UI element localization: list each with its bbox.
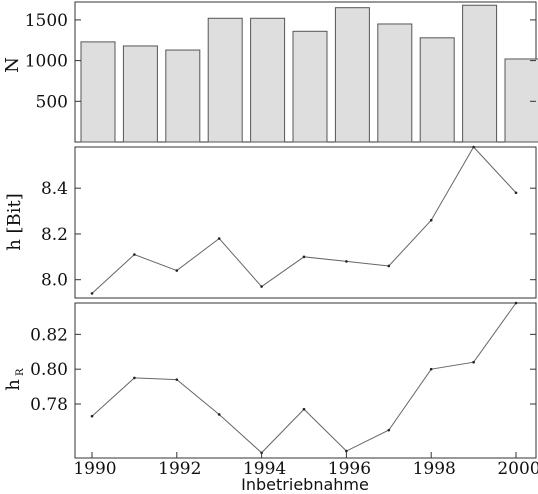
bar xyxy=(334,7,370,143)
series-path xyxy=(91,146,517,294)
series-line xyxy=(90,145,518,295)
bar xyxy=(504,58,538,143)
bar xyxy=(80,41,116,143)
bar xyxy=(462,4,498,143)
x-axis-title: Inbetriebnahme xyxy=(241,475,369,494)
y-tick-label: 0.80 xyxy=(30,360,68,380)
bar xyxy=(419,37,455,143)
bar xyxy=(165,49,201,143)
bars xyxy=(80,4,538,143)
y-tick-label: 8.0 xyxy=(41,271,68,291)
x-tick-label: 1998 xyxy=(413,459,456,479)
data-point xyxy=(260,285,263,288)
panel-count: 500 1000 1500 N xyxy=(2,1,538,143)
x-tick-label: 1990 xyxy=(73,459,116,479)
data-point xyxy=(429,367,433,371)
panel-entropy: 8.0 8.2 8.4 h [Bit] xyxy=(4,145,537,299)
x-ticks: 1990 1992 1994 1996 1998 2000 xyxy=(73,452,538,479)
y-axis-title-sub: R xyxy=(15,368,26,376)
bar xyxy=(207,17,243,143)
data-point xyxy=(302,407,306,411)
bar xyxy=(292,30,328,143)
data-point xyxy=(387,428,391,432)
y-tick-label: 8.4 xyxy=(41,179,68,199)
bar xyxy=(122,45,158,143)
x-tick-label: 1996 xyxy=(328,459,371,479)
panel-relative-entropy-frame xyxy=(74,302,537,459)
series-line xyxy=(90,301,518,455)
y-tick-label: 0.82 xyxy=(30,325,68,345)
data-point xyxy=(217,413,221,416)
data-point xyxy=(345,260,348,263)
data-point xyxy=(217,237,221,240)
data-point xyxy=(90,292,94,295)
y-tick-label: 8.2 xyxy=(41,225,68,245)
data-point xyxy=(133,376,136,380)
y-axis-title: h R xyxy=(3,368,26,391)
data-point xyxy=(302,255,306,259)
y-axis-title: h [Bit] xyxy=(4,193,25,251)
data-point xyxy=(514,191,518,195)
data-point xyxy=(175,378,179,381)
data-point xyxy=(514,301,518,305)
series-path xyxy=(91,302,517,454)
panel-relative-entropy: 0.78 0.80 0.82 1990 1992 1994 1996 1998 2000 h … xyxy=(3,301,538,494)
y-tick-label: 1500 xyxy=(25,11,68,31)
data-point xyxy=(387,264,391,268)
x-tick-label: 1994 xyxy=(243,459,286,479)
data-point xyxy=(345,449,348,453)
y-ticks: 8.0 8.2 8.4 xyxy=(41,179,536,291)
data-point xyxy=(175,269,179,272)
x-tick-label: 1992 xyxy=(158,459,201,479)
bar xyxy=(377,23,413,143)
y-tick-label: 1000 xyxy=(25,52,68,72)
data-point xyxy=(472,145,475,149)
data-point xyxy=(133,253,136,256)
y-tick-label: 500 xyxy=(36,92,68,112)
data-point xyxy=(429,218,433,222)
bar xyxy=(250,17,286,143)
y-ticks: 500 1000 1500 xyxy=(25,11,536,112)
panel-entropy-frame xyxy=(74,146,537,299)
x-tick-label: 2000 xyxy=(497,459,538,479)
y-tick-label: 0.78 xyxy=(30,395,68,415)
data-point xyxy=(90,414,94,418)
y-ticks: 0.78 0.80 0.82 xyxy=(30,325,536,415)
data-point xyxy=(472,360,475,364)
y-axis-title-main: h xyxy=(3,379,24,391)
y-axis-title: N xyxy=(2,57,23,73)
